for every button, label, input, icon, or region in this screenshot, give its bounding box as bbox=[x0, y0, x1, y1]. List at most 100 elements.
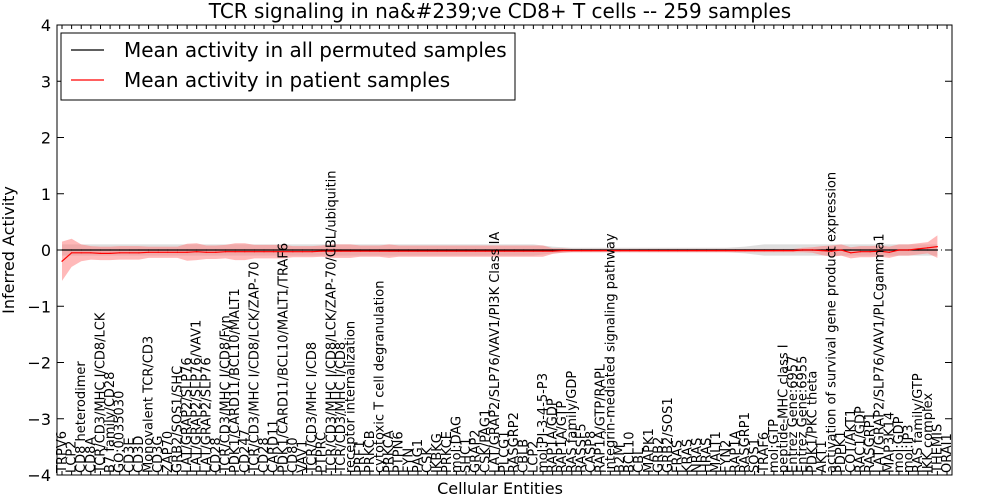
data-point bbox=[205, 249, 207, 251]
x-tick-label: FRAS bbox=[671, 440, 686, 473]
y-tick-label: −4 bbox=[27, 466, 51, 485]
x-tick-label: GRB2/SOS1/SHC bbox=[170, 366, 185, 473]
x-tick-label: CD3G bbox=[151, 436, 166, 473]
x-tick-label: mol:GTP bbox=[767, 419, 782, 473]
data-point bbox=[436, 249, 438, 251]
data-point bbox=[99, 249, 102, 251]
data-point bbox=[311, 251, 313, 253]
data-point bbox=[186, 249, 188, 251]
x-tick-label: CASP8 bbox=[584, 431, 599, 473]
x-tick-label: CD8A bbox=[84, 437, 99, 473]
x-tick-label: CBLB bbox=[517, 439, 532, 473]
data-point bbox=[147, 251, 150, 253]
data-point bbox=[465, 249, 467, 251]
data-point bbox=[292, 251, 294, 253]
data-point bbox=[119, 249, 121, 251]
data-point bbox=[340, 249, 342, 251]
data-point bbox=[936, 249, 938, 251]
data-point bbox=[927, 249, 929, 251]
x-tick-label: Monovalent TCR/CD3 bbox=[142, 336, 157, 473]
x-tick-label: RASGRP1 bbox=[738, 412, 753, 473]
data-point bbox=[330, 250, 332, 252]
data-point bbox=[224, 251, 227, 253]
data-point bbox=[388, 250, 390, 252]
data-point bbox=[715, 249, 717, 252]
data-point bbox=[205, 251, 207, 253]
data-point bbox=[167, 251, 169, 253]
data-point bbox=[330, 249, 332, 251]
data-point bbox=[898, 249, 900, 251]
data-point bbox=[369, 249, 371, 251]
x-tick-label: TCR/CD3/MHC I/CD8/LCK/ZAP-70/CBL/ubiquit… bbox=[324, 170, 339, 474]
y-tick-label: 2 bbox=[41, 129, 51, 148]
data-point bbox=[503, 250, 506, 252]
data-point bbox=[292, 249, 294, 251]
data-point bbox=[417, 250, 419, 252]
x-tick-label: ZAP70 bbox=[161, 431, 176, 473]
chart-title: TCR signaling in na&#239;ve CD8+ T cells… bbox=[208, 0, 791, 23]
data-point bbox=[244, 249, 246, 251]
data-point bbox=[349, 250, 352, 252]
data-point bbox=[542, 250, 544, 252]
x-tick-label: MAPK1 bbox=[642, 428, 657, 473]
x-tick-label: Entrez Gene:6955 bbox=[796, 356, 811, 473]
y-tick-label: 1 bbox=[41, 185, 51, 204]
data-point bbox=[99, 252, 102, 254]
data-point bbox=[224, 249, 227, 251]
x-tick-label: COT/AKT1 bbox=[844, 409, 859, 473]
data-point bbox=[176, 251, 179, 253]
x-tick-label: RAS family/GDP bbox=[565, 371, 580, 473]
x-tick-label: RASGRP1 bbox=[863, 412, 878, 473]
data-point bbox=[513, 249, 515, 251]
x-tick-label: CARD11 bbox=[267, 419, 282, 473]
x-tick-label: mol:GDP bbox=[892, 416, 907, 473]
x-tick-label: B2M bbox=[613, 445, 628, 473]
data-point bbox=[263, 249, 265, 251]
data-point bbox=[109, 249, 111, 251]
data-point bbox=[301, 251, 304, 253]
data-point bbox=[263, 251, 265, 253]
x-axis-label: Cellular Entities bbox=[437, 479, 563, 498]
data-point bbox=[388, 249, 390, 251]
legend-label-permuted: Mean activity in all permuted samples bbox=[124, 38, 507, 62]
x-tick-label: MAP3K14 bbox=[882, 412, 897, 473]
y-tick-label: 3 bbox=[41, 72, 51, 91]
data-point bbox=[686, 249, 688, 252]
data-point bbox=[253, 251, 255, 253]
x-tick-label: RASSF5 bbox=[575, 423, 590, 473]
data-point bbox=[821, 249, 823, 252]
data-point bbox=[657, 249, 660, 252]
data-point bbox=[782, 249, 785, 252]
legend: Mean activity in all permuted samples Me… bbox=[60, 32, 516, 101]
data-point bbox=[850, 252, 852, 254]
x-tick-label: RAC1/GDP bbox=[853, 406, 868, 473]
x-tick-label: PTPRC bbox=[315, 432, 330, 473]
x-tick-label: mol:DAG bbox=[449, 416, 464, 473]
x-tick-label: LCP2 bbox=[526, 441, 541, 473]
data-point bbox=[455, 249, 458, 251]
data-point bbox=[436, 250, 438, 252]
x-tick-label: THEMIS bbox=[930, 424, 945, 474]
data-point bbox=[301, 249, 304, 251]
x-tick-label: GO:0035030 bbox=[113, 391, 128, 473]
data-point bbox=[186, 251, 188, 253]
x-tick-label: RASGRP2 bbox=[507, 412, 522, 473]
y-axis: −4 −3 −2 −1 0 1 2 3 4 bbox=[27, 16, 952, 485]
data-point bbox=[811, 249, 813, 251]
data-point bbox=[426, 250, 429, 252]
data-point bbox=[407, 250, 409, 252]
data-point bbox=[677, 249, 679, 252]
x-tick-label: KRAS bbox=[680, 439, 695, 473]
data-point bbox=[407, 249, 409, 251]
data-point bbox=[167, 249, 169, 251]
data-point bbox=[696, 249, 698, 252]
x-tick-label: mol:PI-3-4-5-P3 bbox=[536, 373, 551, 473]
x-tick-label: PDK1/CARD11/BCL10/MALT1 bbox=[228, 288, 243, 473]
data-point bbox=[109, 252, 111, 254]
x-tick-label: GRB2/SOS1 bbox=[661, 397, 676, 473]
x-tick-label: TRAF6 bbox=[757, 432, 772, 474]
data-point bbox=[369, 250, 371, 252]
x-tick-label: CBL bbox=[632, 447, 647, 473]
data-point bbox=[80, 252, 82, 254]
